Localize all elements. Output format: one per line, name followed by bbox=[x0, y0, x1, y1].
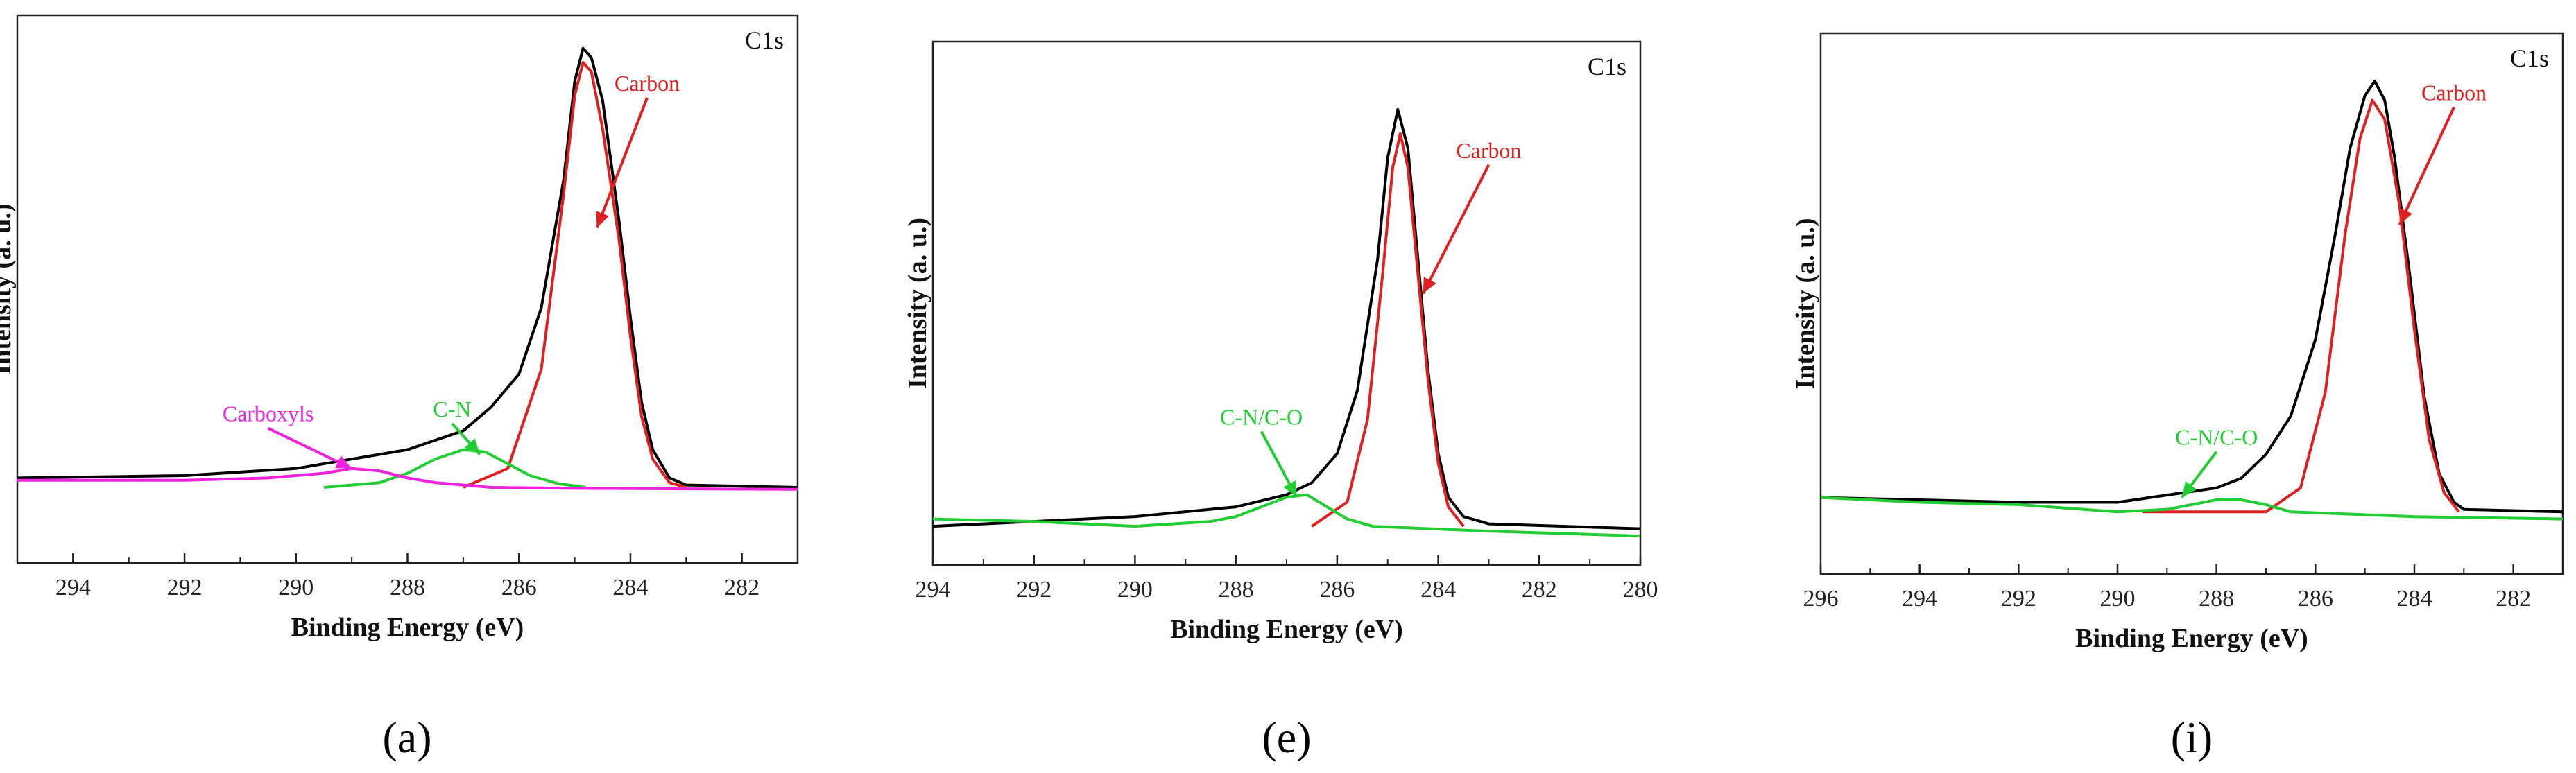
x-tick-label: 288 bbox=[2199, 586, 2234, 611]
series-line-c-n-c-o bbox=[1821, 496, 2563, 521]
x-tick-label: 282 bbox=[2496, 586, 2531, 611]
x-axis-label: Binding Energy (eV) bbox=[2075, 624, 2308, 653]
annotation-arrowhead bbox=[2399, 207, 2412, 225]
y-axis-label: Intensity (a. u.) bbox=[0, 203, 17, 374]
chart-title: C1s bbox=[1588, 53, 1626, 80]
annotation-c-n-c-o: C-N/C-O bbox=[2175, 425, 2258, 450]
x-tick-label: 288 bbox=[390, 575, 425, 600]
annotation-c-n: C-N bbox=[433, 397, 471, 422]
panel-label-i: (i) bbox=[2171, 713, 2213, 762]
x-axis-label: Binding Energy (eV) bbox=[1170, 615, 1403, 644]
x-tick-label: 294 bbox=[1902, 586, 1937, 611]
plot-frame bbox=[1819, 32, 2564, 575]
series-line-envelope bbox=[933, 107, 1640, 530]
x-tick-label: 290 bbox=[2100, 586, 2136, 611]
annotation-arrowhead bbox=[596, 211, 609, 228]
x-tick-label: 286 bbox=[501, 575, 537, 600]
x-tick-label: 280 bbox=[1623, 577, 1658, 602]
y-axis-label: Intensity (a. u.) bbox=[903, 218, 932, 389]
x-tick-label: 290 bbox=[278, 575, 314, 600]
x-tick-label: 294 bbox=[55, 575, 91, 600]
annotation-carbon: Carbon bbox=[615, 71, 680, 96]
annotation-arrowhead bbox=[464, 438, 480, 455]
charts-root: 294 292 290 288 286 284 282 Binding Energy (eV)… bbox=[0, 14, 2564, 762]
annotation-arrow bbox=[2398, 106, 2455, 225]
chart-panel-a: 294 292 290 288 286 284 282 Binding Energy (eV)… bbox=[0, 14, 799, 762]
chart-title: C1s bbox=[745, 26, 784, 54]
annotation-arrow bbox=[595, 97, 649, 229]
annotation-arrow bbox=[267, 426, 353, 470]
annotation-arrowhead bbox=[335, 455, 352, 469]
annotation-arrowhead bbox=[1423, 277, 1436, 294]
series-line-carbon bbox=[2142, 98, 2460, 514]
panel-label-e: (e) bbox=[1262, 713, 1311, 762]
annotation-arrowhead bbox=[1283, 480, 1297, 498]
x-tick-label: 292 bbox=[167, 575, 203, 600]
x-tick-label: 282 bbox=[724, 575, 759, 600]
x-tick-label: 288 bbox=[1219, 577, 1254, 602]
series-line-carbon bbox=[1311, 132, 1465, 528]
series-line-envelope bbox=[1821, 80, 2563, 514]
series-line-c-n-c-o bbox=[933, 493, 1640, 538]
x-tick-label: 286 bbox=[2298, 586, 2333, 611]
annotation-carbon: Carbon bbox=[2421, 80, 2487, 105]
series-line-envelope bbox=[17, 46, 798, 489]
y-axis-label: Intensity (a. u.) bbox=[1791, 218, 1820, 389]
annotation-carbon: Carbon bbox=[1456, 138, 1521, 163]
x-tick-label: 290 bbox=[1117, 577, 1153, 602]
panel-label-a: (a) bbox=[382, 713, 431, 762]
x-tick-label: 282 bbox=[1522, 577, 1557, 602]
x-tick-label: 294 bbox=[916, 577, 951, 602]
x-axis-label: Binding Energy (eV) bbox=[291, 613, 524, 642]
chart-panel-e: 294 292 290 288 286 284 282 280 Binding Energy (… bbox=[903, 40, 1658, 762]
annotation-arrowhead bbox=[2181, 481, 2197, 498]
x-tick-label: 284 bbox=[2397, 586, 2432, 611]
x-tick-label: 296 bbox=[1803, 586, 1839, 611]
x-tick-label: 292 bbox=[2001, 586, 2036, 611]
chart-title: C1s bbox=[2510, 44, 2549, 72]
chart-panel-i: 296 294 292 290 288 286 284 282 Binding Energy (… bbox=[1791, 32, 2564, 762]
x-tick-label: 292 bbox=[1016, 577, 1051, 602]
series-line-carbon bbox=[463, 61, 687, 489]
x-tick-label: 284 bbox=[612, 575, 648, 600]
series-line-carboxyls bbox=[17, 467, 798, 491]
x-tick-label: 286 bbox=[1319, 577, 1355, 602]
annotation-carboxyls: Carboxyls bbox=[223, 401, 314, 426]
annotation-c-n-c-o: C-N/C-O bbox=[1220, 404, 1303, 429]
annotation-arrow bbox=[1421, 164, 1491, 295]
x-tick-label: 284 bbox=[1420, 577, 1456, 602]
